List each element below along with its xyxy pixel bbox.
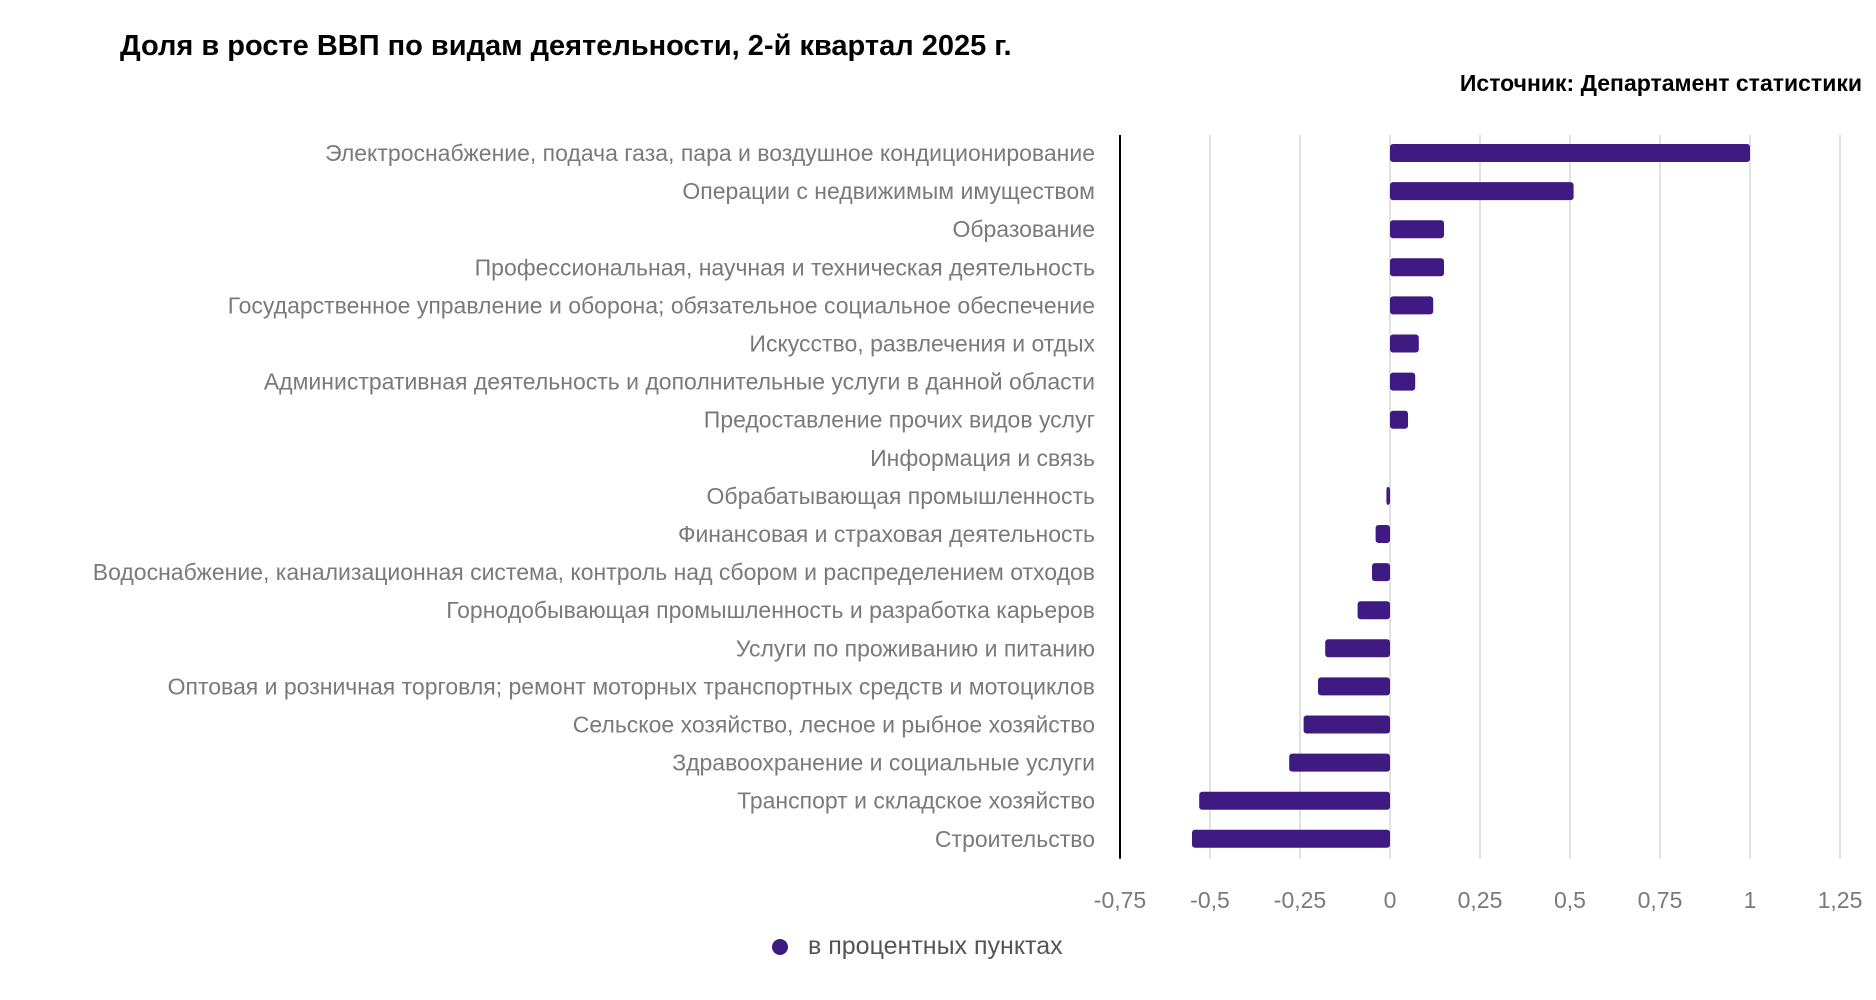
- category-label: Операции с недвижимым имуществом: [682, 178, 1095, 204]
- category-label: Предоставление прочих видов услуг: [704, 407, 1095, 433]
- category-label: Транспорт и складское хозяйство: [737, 788, 1095, 814]
- category-label: Оптовая и розничная торговля; ремонт мот…: [168, 673, 1095, 699]
- bar[interactable]: [1192, 829, 1390, 848]
- category-label: Водоснабжение, канализационная система, …: [93, 559, 1095, 585]
- x-tick-label: 0,25: [1458, 887, 1503, 913]
- category-label: Строительство: [935, 826, 1095, 852]
- bar[interactable]: [1390, 334, 1419, 353]
- category-label: Услуги по проживанию и питанию: [736, 635, 1095, 661]
- category-label: Государственное управление и оборона; об…: [228, 292, 1095, 318]
- x-tick-label: -0,25: [1274, 887, 1326, 913]
- category-label: Электроснабжение, подача газа, пара и во…: [325, 140, 1095, 166]
- bars-layer: [1192, 144, 1750, 848]
- chart-title: Доля в росте ВВП по видам деятельности, …: [120, 30, 1012, 62]
- category-label: Финансовая и страховая деятельность: [678, 521, 1095, 547]
- grid-layer: [1209, 135, 1841, 859]
- category-label: Профессиональная, научная и техническая …: [475, 254, 1095, 280]
- legend-marker: [772, 938, 788, 955]
- x-tick-label: 1,25: [1818, 887, 1863, 913]
- bar[interactable]: [1386, 486, 1390, 505]
- x-tick-label: 0: [1384, 887, 1397, 913]
- bar[interactable]: [1325, 639, 1390, 658]
- x-tick-label: -0,5: [1190, 887, 1230, 913]
- category-label: Горнодобывающая промышленность и разрабо…: [446, 597, 1095, 623]
- category-label: Обрабатывающая промышленность: [707, 483, 1095, 509]
- source-note: Источник: Департамент статистики: [1459, 70, 1862, 96]
- x-axis-tick-labels: -0,75 -0,5 -0,25 0 0,25 0,5 0,75 1 1,25: [1094, 887, 1863, 913]
- bar[interactable]: [1390, 372, 1416, 391]
- category-label: Искусство, развлечения и отдых: [749, 331, 1095, 357]
- x-tick-label: -0,75: [1094, 887, 1146, 913]
- bar[interactable]: [1390, 296, 1434, 315]
- category-labels: Электроснабжение, подача газа, пара и во…: [93, 140, 1096, 852]
- bar[interactable]: [1375, 525, 1390, 543]
- bar[interactable]: [1372, 563, 1390, 582]
- bar[interactable]: [1357, 601, 1390, 620]
- bar[interactable]: [1303, 715, 1390, 734]
- legend[interactable]: в процентных пунктах: [772, 932, 1063, 961]
- category-label: Административная деятельность и дополнит…: [264, 369, 1095, 395]
- bar[interactable]: [1289, 753, 1390, 772]
- category-label: Образование: [952, 216, 1095, 242]
- bar[interactable]: [1199, 791, 1390, 810]
- category-label: Информация и связь: [870, 445, 1095, 471]
- bar[interactable]: [1390, 144, 1750, 162]
- bar[interactable]: [1390, 410, 1408, 429]
- x-tick-label: 0,5: [1554, 887, 1586, 913]
- category-label: Здравоохранение и социальные услуги: [672, 750, 1095, 776]
- x-tick-label: 0,75: [1638, 887, 1683, 913]
- category-label: Сельское хозяйство, лесное и рыбное хозя…: [573, 712, 1095, 738]
- bar[interactable]: [1318, 677, 1390, 696]
- bar[interactable]: [1390, 220, 1444, 239]
- bar[interactable]: [1390, 258, 1444, 277]
- bar[interactable]: [1390, 182, 1574, 201]
- legend-label: в процентных пунктах: [808, 932, 1063, 960]
- x-tick-label: 1: [1744, 887, 1757, 913]
